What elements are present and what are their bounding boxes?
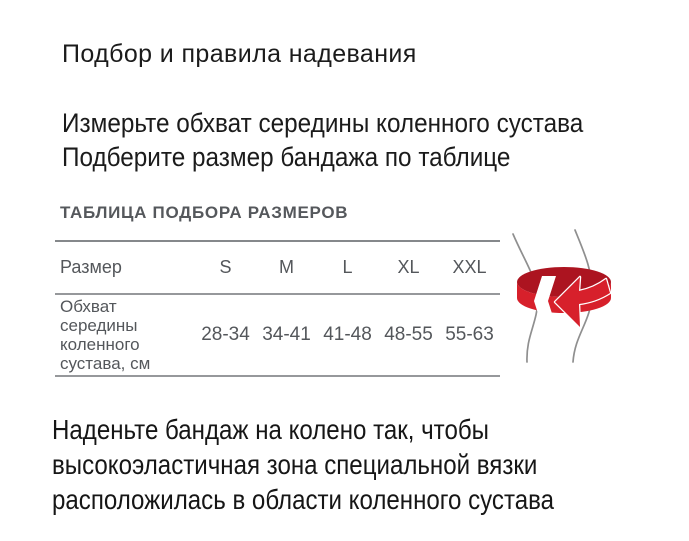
measure-label-line-2: коленного bbox=[60, 335, 140, 354]
size-row-label: Размер bbox=[60, 257, 122, 277]
size-table-values-row: Обхват середины коленного сустава, см 28… bbox=[55, 295, 500, 375]
range-xl: 48-55 bbox=[384, 324, 433, 345]
band-notch-gap bbox=[534, 276, 556, 326]
size-col-xxl: XXL bbox=[452, 257, 487, 277]
fitting-instructions: Наденьте бандаж на колено так, чтобы выс… bbox=[52, 412, 554, 517]
intro-line-measure: Измерьте обхват середины коленного суста… bbox=[62, 108, 584, 138]
size-col-s: S bbox=[219, 257, 232, 277]
size-col-l: L bbox=[342, 257, 353, 277]
range-s: 28-34 bbox=[201, 324, 250, 345]
fitting-line-3: расположилась в области коленного сустав… bbox=[52, 484, 555, 515]
measure-label-line-3: сустава, см bbox=[60, 354, 151, 373]
page-title: Подбор и правила надевания bbox=[62, 40, 417, 68]
intro-line-choose-size: Подберите размер бандажа по таблице bbox=[62, 142, 511, 172]
measure-label-line-1: Обхват середины bbox=[60, 297, 138, 335]
size-table: Размер S M L XL XXL Обхват середины коле… bbox=[55, 240, 500, 377]
range-m: 34-41 bbox=[262, 324, 311, 345]
range-l: 41-48 bbox=[323, 324, 372, 345]
intro-instructions: Измерьте обхват середины коленного суста… bbox=[62, 106, 583, 174]
size-table-caption: ТАБЛИЦА ПОДБОРА РАЗМЕРОВ bbox=[60, 203, 349, 222]
wrap-direction-arrow bbox=[553, 275, 612, 329]
measure-row-label: Обхват середины коленного сустава, см bbox=[55, 297, 195, 373]
size-table-header-row: Размер S M L XL XXL bbox=[55, 242, 500, 295]
size-col-xl: XL bbox=[397, 257, 420, 277]
fitting-line-1: Наденьте бандаж на колено так, чтобы bbox=[52, 414, 489, 445]
range-xxl: 55-63 bbox=[445, 324, 494, 345]
knee-wrap-arrow-icon bbox=[512, 229, 612, 363]
size-col-m: M bbox=[279, 257, 294, 277]
fitting-line-2: высокоэластичная зона специальной вязки bbox=[52, 449, 538, 480]
